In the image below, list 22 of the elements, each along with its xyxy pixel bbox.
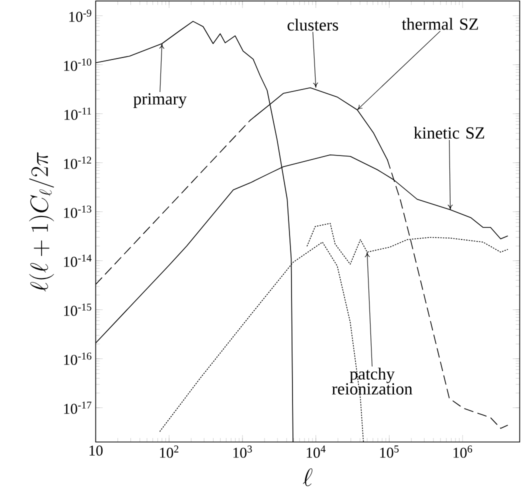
annotation: thermal SZ: [402, 18, 478, 30]
annotation: primary: [133, 93, 187, 108]
annotation: clusters: [288, 18, 338, 31]
y-tick-label: 10$^{-16}$: [64, 352, 92, 365]
y-tick-label: 10$^{-9}$: [69, 10, 92, 22]
x-tick-label: 10$^{3}$: [233, 446, 252, 458]
x-tick-label: 10$^{6}$: [454, 446, 472, 458]
x-tick-label: 10$^{4}$: [306, 446, 326, 458]
y-tick-label: 10$^{-13}$: [64, 206, 92, 218]
x-tick-label: 10: [90, 446, 103, 456]
y-tick-label: 10$^{-17}$: [64, 402, 92, 414]
y-tick-label: 10$^{-12}$: [64, 156, 92, 169]
y-tick-label: 10$^{-11}$: [64, 108, 92, 120]
y-tick-label: 10$^{-14}$: [64, 254, 92, 267]
x-tick-label: 10$^{2}$: [160, 446, 178, 458]
annotation: patchy reionization: [332, 368, 412, 395]
y-tick-label: 10$^{-10}$: [64, 58, 92, 71]
y-tick-label: 10$^{-15}$: [64, 304, 92, 316]
y-axis-title: $\ell(\ell+1)C_\ell/2\pi$: [29, 152, 54, 292]
x-axis-title: $\ell$: [302, 468, 312, 486]
x-tick-label: 10$^{5}$: [380, 446, 399, 458]
annotation: kinetic SZ: [414, 126, 484, 139]
